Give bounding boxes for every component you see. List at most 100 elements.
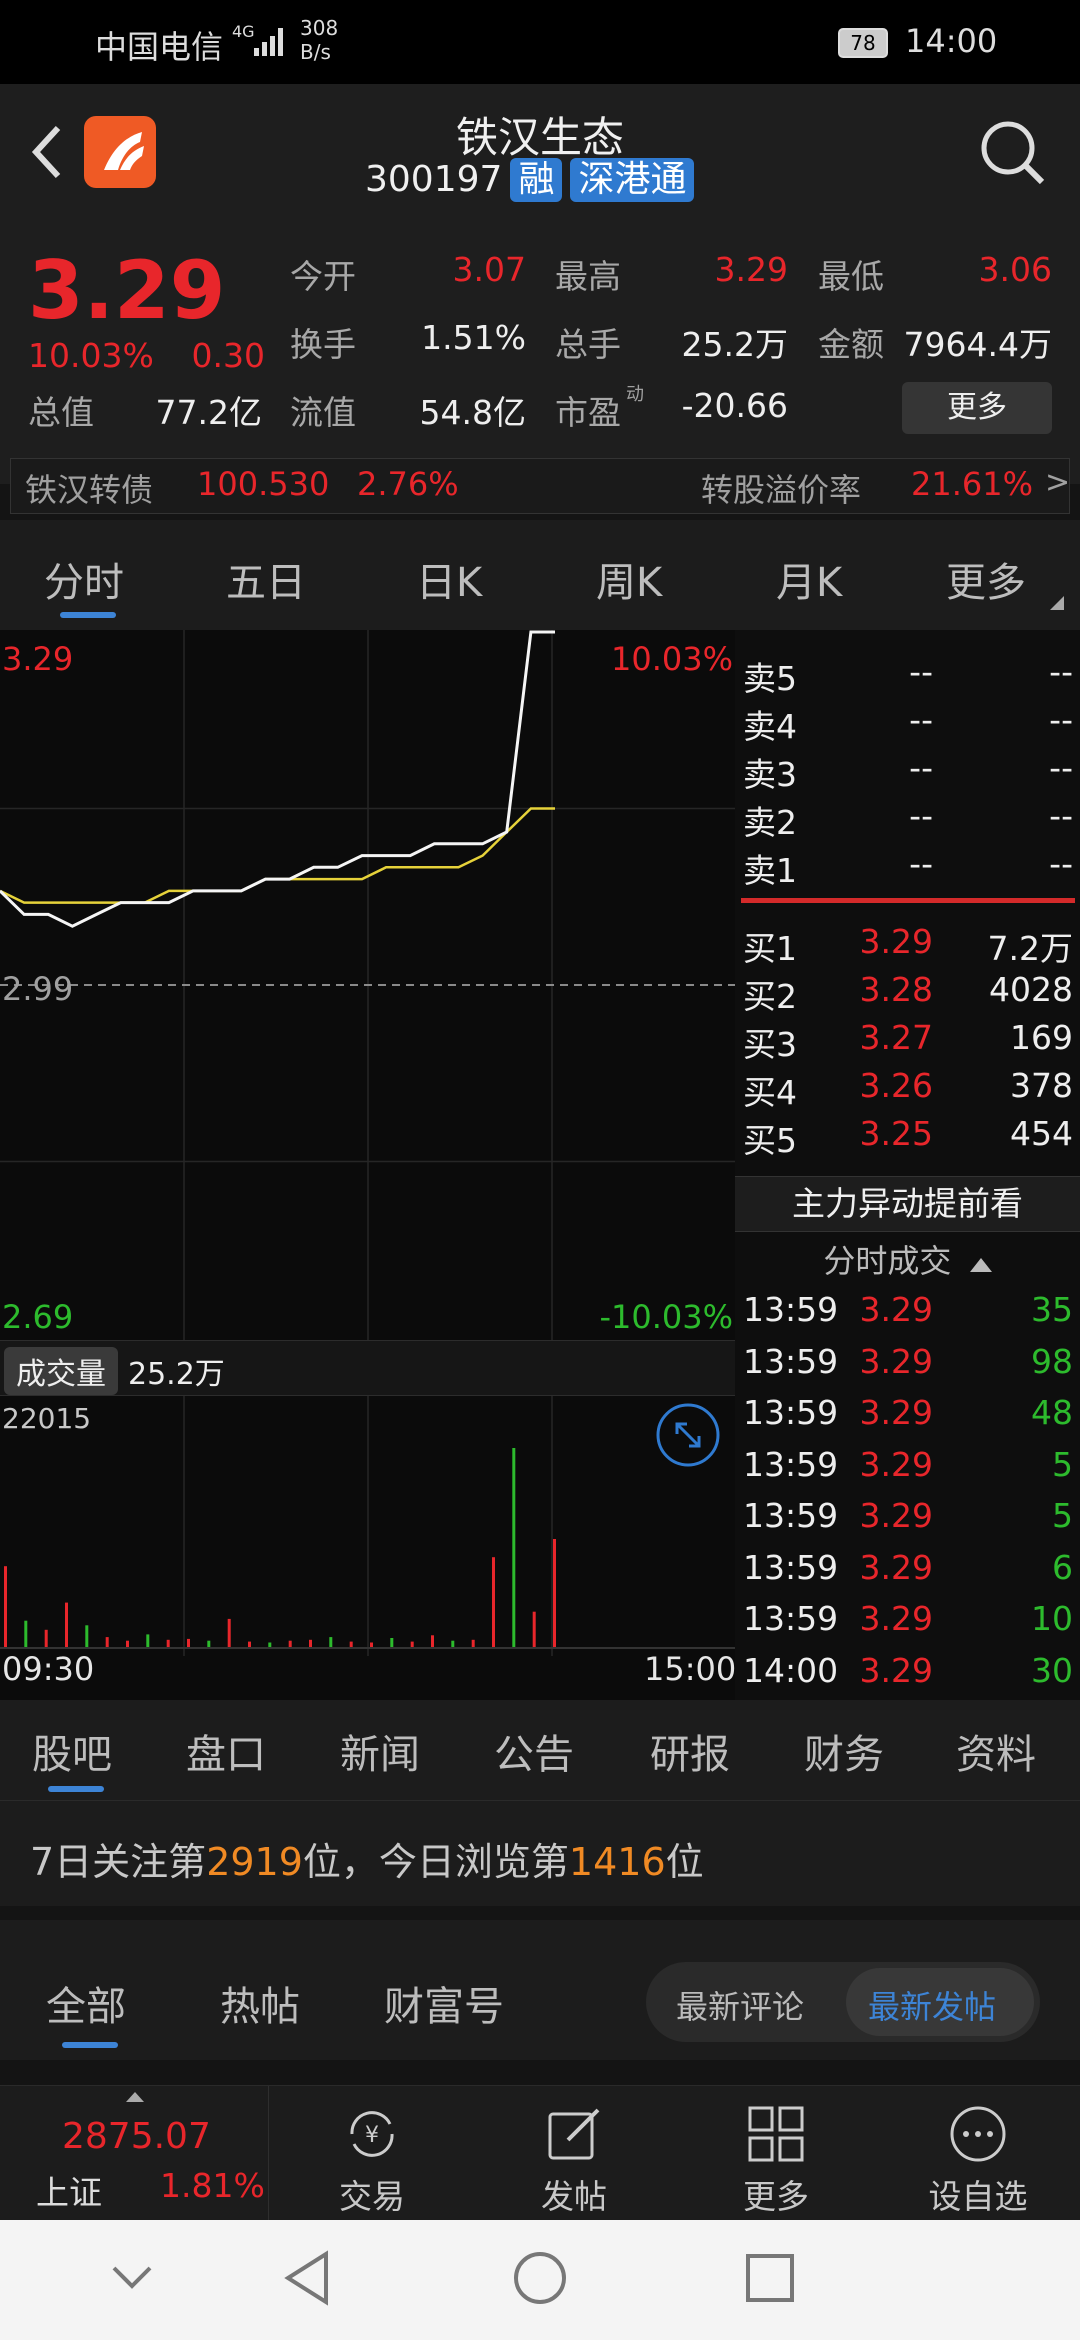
volume-bar bbox=[431, 1635, 434, 1648]
tab-all[interactable]: 全部 bbox=[46, 1984, 126, 2030]
volume-bar bbox=[451, 1640, 455, 1648]
convertible-bond-row[interactable]: 铁汉转债 100.530 2.76% 转股溢价率 21.61% > bbox=[10, 458, 1070, 514]
index-widget[interactable]: 2875.07 上证 1.81% bbox=[0, 2086, 269, 2221]
bond-pct: 2.76% bbox=[357, 465, 459, 503]
volume-bar bbox=[410, 1641, 414, 1648]
status-bar: 中国电信 4G 308 B/s 78 14:00 bbox=[0, 0, 1080, 84]
period-tabs: 分时 五日 日K 周K 月K 更多 bbox=[0, 520, 1080, 630]
tab-monthly-k[interactable]: 月K bbox=[776, 560, 843, 606]
edit-icon bbox=[548, 2108, 600, 2160]
index-pct: 1.81% bbox=[160, 2166, 265, 2205]
tab-finance[interactable]: 财务 bbox=[804, 1732, 884, 1778]
nav-back-icon[interactable] bbox=[282, 2250, 332, 2306]
pe-dynamic-sup: 动 bbox=[626, 384, 644, 405]
back-icon[interactable] bbox=[26, 122, 66, 182]
sort-latest-post: 最新发帖 bbox=[868, 1988, 997, 2026]
tab-research[interactable]: 研报 bbox=[650, 1732, 730, 1778]
tab-hot[interactable]: 热帖 bbox=[220, 1984, 300, 2030]
attention-rank: 7日关注第2919位，今日浏览第1416位 bbox=[0, 1800, 1080, 1906]
volume-bar bbox=[349, 1641, 353, 1648]
volume-bar bbox=[370, 1642, 373, 1648]
bond-name: 铁汉转债 bbox=[25, 471, 154, 509]
bid-row-5: 买5 3.25 454 bbox=[743, 1114, 1073, 1160]
intraday-chart[interactable]: 3.29 2.99 2.69 10.03% -10.03% bbox=[0, 630, 735, 1340]
index-name: 上证 bbox=[36, 2173, 102, 2212]
tick-row: 13:59 3.29 6 bbox=[743, 1547, 1073, 1587]
volume-value: 25.2万 bbox=[681, 325, 788, 364]
search-icon[interactable] bbox=[978, 118, 1048, 188]
trade-icon: ¥ bbox=[350, 2111, 394, 2157]
tab-weekly-k[interactable]: 周K bbox=[596, 560, 663, 606]
speed-label: 308 B/s bbox=[300, 16, 339, 64]
volume-label[interactable]: 成交量 bbox=[4, 1347, 118, 1395]
turnover-label: 换手 bbox=[290, 325, 356, 364]
forum-tabs: 全部 热帖 财富号 最新评论 最新发帖 bbox=[0, 1920, 1080, 2060]
post-button[interactable]: 发帖 bbox=[474, 2086, 674, 2221]
chevron-down-icon[interactable] bbox=[110, 2262, 154, 2292]
caret-up-icon bbox=[126, 2092, 144, 2102]
tab-daily-k[interactable]: 日K bbox=[416, 560, 483, 606]
info-tabs: 股吧 盘口 新闻 公告 研报 财务 资料 bbox=[0, 1700, 1080, 1800]
bid-row-4: 买4 3.26 378 bbox=[743, 1066, 1073, 1112]
low-label: 最低 bbox=[818, 257, 884, 296]
tick-row: 13:59 3.29 5 bbox=[743, 1496, 1073, 1535]
tick-row: 13:59 3.29 48 bbox=[743, 1393, 1073, 1432]
amount-value: 7964.4万 bbox=[903, 325, 1052, 364]
dropdown-corner-icon bbox=[1050, 596, 1064, 610]
volume-bar bbox=[248, 1641, 251, 1648]
hk-connect-tag: 深港通 bbox=[570, 158, 695, 202]
premium-value: 21.61% bbox=[911, 465, 1034, 503]
tab-profile[interactable]: 资料 bbox=[956, 1732, 1036, 1778]
y-mid-left-label: 2.99 bbox=[2, 970, 74, 1008]
price-chart-svg bbox=[0, 630, 735, 1340]
volume-chart-svg bbox=[0, 1396, 735, 1656]
tab-more[interactable]: 更多 bbox=[946, 560, 1026, 606]
trade-button[interactable]: ¥ 交易 bbox=[272, 2086, 472, 2221]
volume-bar bbox=[512, 1448, 516, 1648]
nav-recents-icon[interactable] bbox=[744, 2252, 796, 2304]
tab-intraday[interactable]: 分时 bbox=[44, 560, 124, 606]
float-value: 54.8亿 bbox=[419, 393, 526, 432]
chevron-right-icon: > bbox=[1045, 465, 1071, 500]
bid-row-3: 买3 3.27 169 bbox=[743, 1018, 1073, 1064]
more-menu-button[interactable]: 更多 bbox=[676, 2086, 876, 2221]
tab-five-day[interactable]: 五日 bbox=[226, 560, 306, 606]
ask-row-4: 卖4 -- -- bbox=[743, 700, 1073, 746]
ask-row-3: 卖3 -- -- bbox=[743, 748, 1073, 794]
more-button[interactable]: 更多 bbox=[902, 382, 1052, 434]
pe-label: 市盈 bbox=[555, 393, 621, 432]
volume-bar bbox=[126, 1640, 129, 1648]
nav-home-icon[interactable] bbox=[512, 2250, 568, 2306]
tab-guba[interactable]: 股吧 bbox=[32, 1732, 112, 1778]
premium-label: 转股溢价率 bbox=[701, 471, 862, 509]
volume-panel: 成交量 25.2万 22015 09:30 15:00 bbox=[0, 1340, 737, 1700]
change-pct: 10.03% bbox=[28, 336, 154, 375]
sort-latest-comment[interactable]: 最新评论 bbox=[676, 1988, 805, 2026]
margin-tag: 融 bbox=[510, 158, 563, 202]
tab-pankou[interactable]: 盘口 bbox=[186, 1732, 266, 1778]
add-watchlist-button[interactable]: 设自选 bbox=[878, 2086, 1078, 2221]
tick-row: 13:59 3.29 98 bbox=[743, 1341, 1073, 1381]
expand-icon[interactable] bbox=[655, 1402, 721, 1468]
volume-bar bbox=[553, 1539, 556, 1648]
ask-row-1: 卖1 -- -- bbox=[743, 844, 1073, 890]
sort-latest-post-pill[interactable]: 最新发帖 bbox=[846, 1968, 1034, 2036]
x-end-label: 15:00 bbox=[644, 1650, 737, 1688]
tab-fortune[interactable]: 财富号 bbox=[384, 1984, 504, 2030]
ticks-header[interactable]: 分时成交 bbox=[735, 1234, 1080, 1288]
main-force-button[interactable]: 主力异动提前看 bbox=[735, 1176, 1080, 1232]
bid-row-2: 买2 3.28 4028 bbox=[743, 970, 1073, 1016]
sort-up-icon bbox=[969, 1258, 992, 1272]
network-label: 4G bbox=[232, 22, 255, 41]
index-value: 2875.07 bbox=[62, 2116, 211, 2157]
system-nav-bar bbox=[0, 2220, 1080, 2340]
tab-news[interactable]: 新闻 bbox=[340, 1732, 420, 1778]
volume-bar bbox=[532, 1611, 536, 1648]
ask-row-2: 卖2 -- -- bbox=[743, 796, 1073, 842]
active-subtab-indicator bbox=[48, 1786, 104, 1792]
tab-announcements[interactable]: 公告 bbox=[494, 1732, 574, 1778]
float-label: 流值 bbox=[290, 393, 356, 432]
stock-name: 铁汉生态 bbox=[455, 113, 624, 162]
tick-row: 13:59 3.29 35 bbox=[743, 1290, 1073, 1329]
order-book: 卖5 -- -- 卖4 -- -- 卖3 -- -- 卖2 -- -- 卖1 -- -- 买1 3.2… bbox=[735, 630, 1080, 1700]
